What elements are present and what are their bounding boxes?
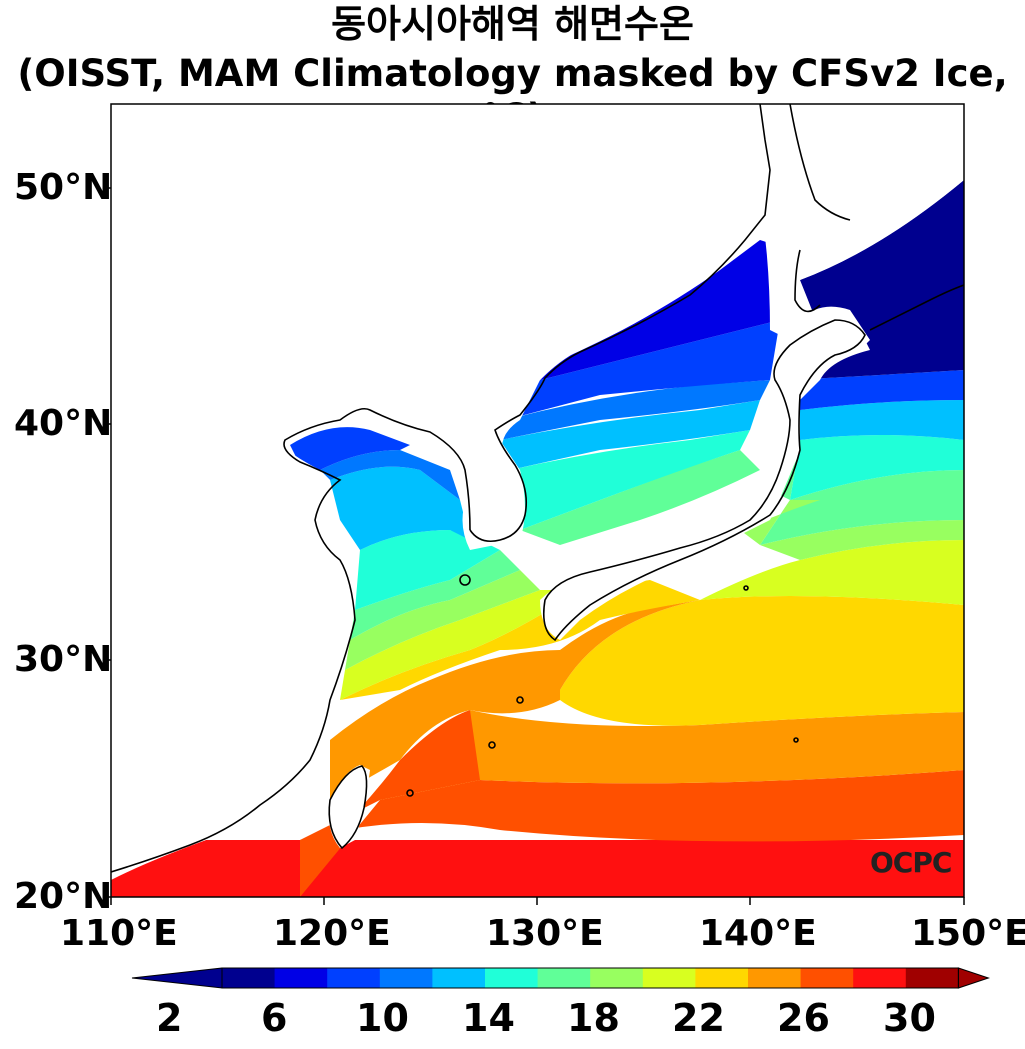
island-ryukyu-2 bbox=[488, 741, 496, 749]
x-tick-label: 130°E bbox=[486, 913, 604, 954]
x-tick-label: 110°E bbox=[60, 913, 178, 954]
sst-yellow-sea-10 bbox=[320, 450, 460, 500]
colorbar-segment bbox=[590, 968, 644, 988]
sst-band-18-20 bbox=[760, 520, 964, 560]
sst-ecs-warm bbox=[300, 710, 480, 840]
sst-bohai bbox=[290, 427, 410, 470]
coast-taiwan bbox=[328, 765, 368, 850]
sst-eastsea-12 bbox=[500, 400, 760, 470]
colorbar-segment bbox=[642, 968, 696, 988]
colorbar-segment bbox=[905, 968, 959, 988]
sst-band-10-12 bbox=[800, 400, 964, 440]
colorbar-segment bbox=[432, 968, 486, 988]
y-tick-label: 50°N bbox=[14, 167, 113, 208]
land-japan bbox=[540, 320, 870, 640]
sst-band-26-28 bbox=[300, 770, 964, 897]
colorbar-segment bbox=[274, 968, 328, 988]
sst-band-16-18 bbox=[760, 470, 964, 545]
sst-yellow-sea-14 bbox=[355, 530, 500, 610]
colorbar-under-arrow bbox=[131, 967, 223, 989]
sst-eastsea-16 bbox=[520, 450, 760, 545]
sst-yellow-sea-12 bbox=[330, 466, 470, 550]
land-pacific-mask bbox=[795, 104, 964, 280]
coast-kuril bbox=[869, 284, 964, 331]
colorbar-tick-label: 14 bbox=[462, 996, 515, 1040]
x-tick-label: 150°E bbox=[911, 913, 1025, 954]
colorbar-tick-label: 2 bbox=[156, 996, 183, 1040]
sst-eastsea-10 bbox=[500, 380, 770, 440]
coast-japan bbox=[542, 319, 866, 642]
colorbar-tick-label: 22 bbox=[672, 996, 725, 1040]
colorbar-segment bbox=[853, 968, 907, 988]
colorbar-tick-label: 10 bbox=[356, 996, 409, 1040]
colorbar-segment bbox=[695, 968, 749, 988]
colorbar-segment bbox=[222, 968, 276, 988]
colorbar-tick-label: 30 bbox=[883, 996, 936, 1040]
colorbar-segment bbox=[485, 968, 539, 988]
sst-band-22-24 bbox=[560, 596, 964, 726]
colorbar bbox=[131, 967, 990, 989]
colorbar-segment bbox=[800, 968, 854, 988]
sst-ecs-20 bbox=[340, 590, 580, 700]
colorbar-frame bbox=[221, 967, 959, 989]
sst-ecs-24 bbox=[330, 600, 700, 800]
island-ryukyu-3 bbox=[406, 789, 414, 797]
map-title: 동아시아해역 해면수온 bbox=[331, 2, 694, 46]
y-tick-label: 20°N bbox=[14, 876, 113, 917]
coast-china bbox=[111, 407, 471, 873]
colorbar-tick-label: 6 bbox=[261, 996, 288, 1040]
x-tick-label: 120°E bbox=[273, 913, 391, 954]
island-pacific-1 bbox=[793, 737, 799, 743]
land-hokkaido-sakhalin bbox=[760, 104, 870, 355]
x-tick-label: 140°E bbox=[699, 913, 817, 954]
island-pacific-2 bbox=[743, 585, 749, 591]
land-china bbox=[111, 104, 760, 880]
coast-korea bbox=[469, 104, 771, 543]
sst-band-20-22 bbox=[700, 540, 964, 605]
sst-band-14-16 bbox=[790, 435, 964, 500]
colorbar-tick-label: 26 bbox=[777, 996, 830, 1040]
colorbar-segment bbox=[327, 968, 381, 988]
colorbar-tick-label: 18 bbox=[567, 996, 620, 1040]
colorbar-segment bbox=[748, 968, 802, 988]
sst-pacific-18 bbox=[740, 500, 820, 545]
sst-ecs-18 bbox=[345, 570, 540, 670]
colorbar-over-arrow bbox=[957, 967, 990, 989]
coast-sakhalin bbox=[789, 104, 851, 313]
sst-ecs-22 bbox=[340, 580, 700, 700]
island-ryukyu-1 bbox=[516, 696, 524, 704]
ocpc-watermark: OCPC bbox=[870, 846, 952, 879]
sst-band-6-8 bbox=[790, 370, 964, 410]
sst-eastsea-14 bbox=[510, 430, 750, 530]
y-tick-label: 40°N bbox=[14, 403, 113, 444]
sst-band-24-26 bbox=[380, 710, 964, 800]
sst-band-28-30 bbox=[111, 840, 964, 897]
map-subtitle: (OISST, MAM Climatology masked by CFSv2 … bbox=[17, 52, 1008, 139]
sst-field bbox=[111, 104, 964, 897]
island-jeju bbox=[459, 574, 471, 586]
colorbar-segment bbox=[537, 968, 591, 988]
colorbar-segment bbox=[379, 968, 433, 988]
y-tick-label: 30°N bbox=[14, 639, 113, 680]
sst-ecs-16 bbox=[350, 550, 520, 640]
land-korea bbox=[462, 440, 525, 550]
coastlines bbox=[111, 104, 964, 873]
axis-ticks bbox=[103, 187, 965, 905]
sst-eastsea-8 bbox=[505, 320, 780, 420]
